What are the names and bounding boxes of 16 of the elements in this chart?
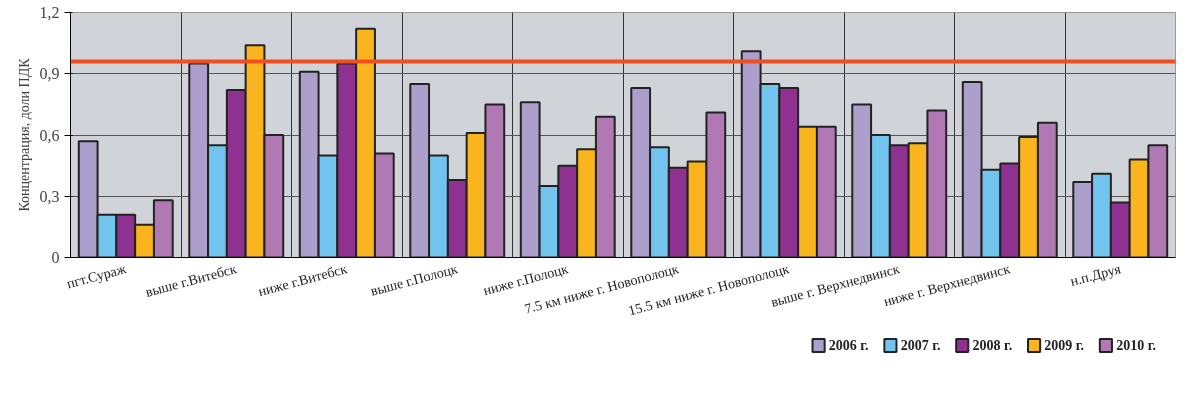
x-tick-label: н.п.Друя — [1068, 261, 1123, 289]
legend-label: 2007 г. — [900, 338, 941, 353]
legend-label: 2008 г. — [972, 338, 1013, 353]
x-tick-label: ниже г.Витебск — [256, 261, 349, 300]
y-tick-label: 1,2 — [39, 4, 60, 21]
y-tick-label: 0,3 — [39, 187, 60, 205]
x-tick-label: выше г.Витебск — [143, 261, 239, 300]
y-tick-label: 0 — [51, 249, 60, 266]
x-tick-label: выше г.Полоцк — [368, 261, 460, 299]
y-tick-label: 0,9 — [39, 65, 60, 83]
legend-label: 2009 г. — [1044, 338, 1085, 353]
y-axis-title: Концентрация, доли ПДК — [16, 57, 32, 212]
y-tick-label: 0,6 — [39, 126, 60, 144]
legend-label: 2006 г. — [828, 338, 869, 353]
legend-label: 2010 г. — [1116, 338, 1156, 353]
x-tick-label: пгт.Сураж — [65, 261, 128, 292]
